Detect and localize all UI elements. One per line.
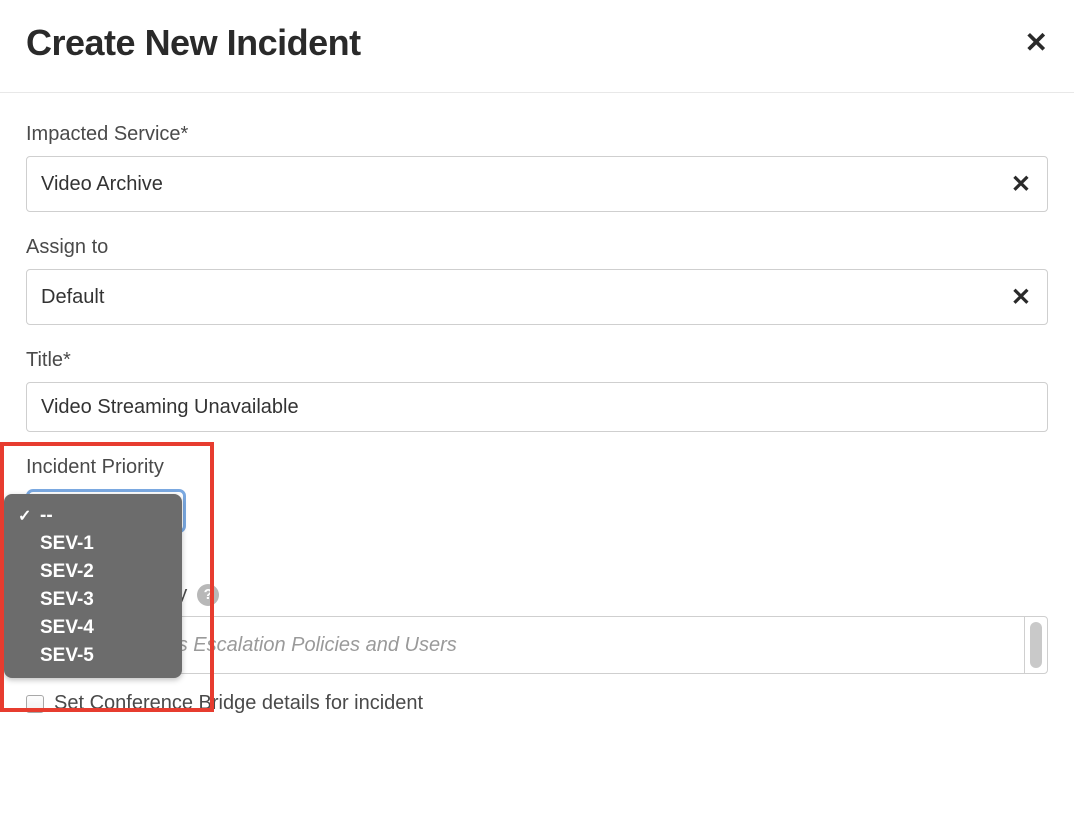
help-icon[interactable]: ? bbox=[197, 584, 219, 606]
impacted-service-group: Impacted Service* Video Archive ✕ bbox=[26, 123, 1048, 212]
priority-option[interactable]: SEV-3 bbox=[4, 586, 182, 614]
scroll-thumb bbox=[1030, 622, 1042, 668]
clear-icon[interactable]: ✕ bbox=[1011, 170, 1031, 199]
priority-option-label: SEV-3 bbox=[40, 589, 168, 611]
responders-scrollbar[interactable] bbox=[1024, 616, 1048, 674]
priority-option-label: SEV-4 bbox=[40, 617, 168, 639]
priority-option[interactable]: SEV-5 bbox=[4, 642, 182, 670]
assign-to-select[interactable]: Default ✕ bbox=[26, 269, 1048, 325]
assign-to-group: Assign to Default ✕ bbox=[26, 236, 1048, 325]
priority-label: Incident Priority bbox=[26, 456, 1048, 479]
assign-to-label: Assign to bbox=[26, 236, 1048, 259]
impacted-service-value: Video Archive bbox=[41, 173, 163, 196]
priority-option-label: -- bbox=[40, 505, 168, 527]
conference-bridge-row: Set Conference Bridge details for incide… bbox=[26, 692, 1048, 715]
title-input[interactable] bbox=[26, 382, 1048, 432]
modal-header: Create New Incident ✕ bbox=[0, 0, 1074, 93]
priority-option[interactable]: SEV-4 bbox=[4, 614, 182, 642]
priority-option[interactable]: ✓ -- bbox=[4, 502, 182, 530]
priority-option-label: SEV-2 bbox=[40, 561, 168, 583]
clear-icon[interactable]: ✕ bbox=[1011, 283, 1031, 312]
modal-body: Impacted Service* Video Archive ✕ Assign… bbox=[0, 93, 1074, 725]
priority-option[interactable]: SEV-1 bbox=[4, 530, 182, 558]
close-icon[interactable]: ✕ bbox=[1025, 29, 1048, 57]
conference-bridge-label: Set Conference Bridge details for incide… bbox=[54, 692, 423, 715]
assign-to-value: Default bbox=[41, 286, 104, 309]
priority-dropdown: ✓ -- SEV-1 SEV-2 SEV-3 SEV-4 SEV-5 bbox=[4, 494, 182, 678]
impacted-service-select[interactable]: Video Archive ✕ bbox=[26, 156, 1048, 212]
modal-title: Create New Incident bbox=[26, 22, 361, 64]
priority-option[interactable]: SEV-2 bbox=[4, 558, 182, 586]
priority-option-label: SEV-5 bbox=[40, 645, 168, 667]
title-group: Title* bbox=[26, 349, 1048, 432]
title-label: Title* bbox=[26, 349, 1048, 372]
priority-option-label: SEV-1 bbox=[40, 533, 168, 555]
check-icon: ✓ bbox=[18, 506, 40, 526]
conference-bridge-checkbox[interactable] bbox=[26, 695, 44, 713]
priority-group: Incident Priority ✓ -- SEV-1 SEV-2 bbox=[26, 456, 1048, 533]
impacted-service-label: Impacted Service* bbox=[26, 123, 1048, 146]
